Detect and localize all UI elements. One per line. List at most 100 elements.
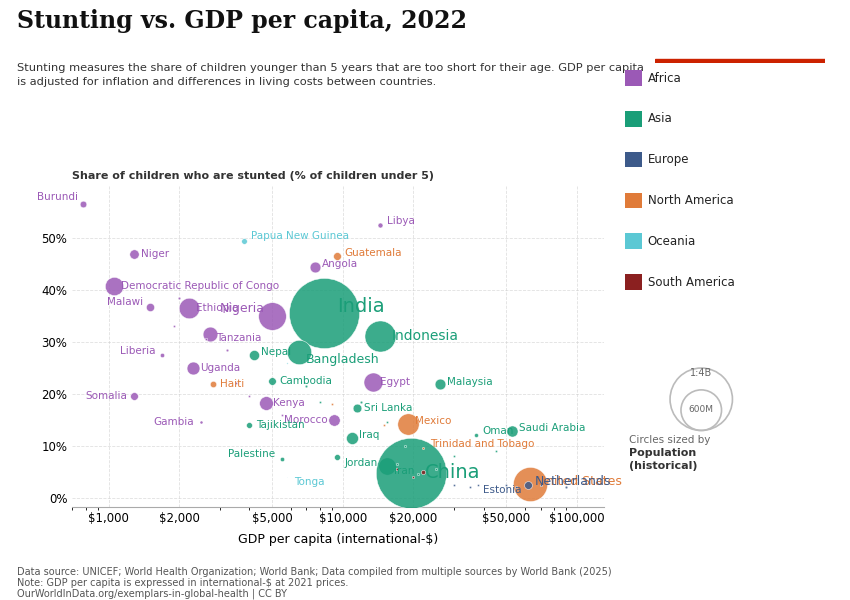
Text: Libya: Libya xyxy=(388,216,416,226)
Point xyxy=(220,345,234,355)
Point xyxy=(280,472,294,482)
Text: South America: South America xyxy=(648,275,734,289)
Point xyxy=(207,379,220,389)
Point xyxy=(313,397,326,406)
Point xyxy=(416,467,429,476)
Text: Malaysia: Malaysia xyxy=(447,377,492,386)
Text: Asia: Asia xyxy=(648,112,672,125)
Text: Share of children who are stunted (% of children under 5): Share of children who are stunted (% of … xyxy=(72,171,434,181)
Point xyxy=(509,482,523,492)
Text: Niger: Niger xyxy=(140,248,168,259)
Text: Jordan: Jordan xyxy=(344,458,377,467)
Text: (historical): (historical) xyxy=(629,461,698,471)
Text: Oman: Oman xyxy=(483,426,514,436)
Point xyxy=(280,358,294,367)
Point xyxy=(448,480,462,490)
Point xyxy=(259,398,273,407)
Point xyxy=(317,308,331,318)
Point xyxy=(186,363,200,373)
Point xyxy=(523,479,536,489)
Text: Morocco: Morocco xyxy=(284,415,327,425)
Point xyxy=(350,403,364,413)
Text: Tonga: Tonga xyxy=(294,478,325,487)
Text: Oceania: Oceania xyxy=(648,235,696,248)
Text: 600M: 600M xyxy=(688,405,714,414)
Point xyxy=(143,302,156,311)
Text: OurWorldInData.org/exemplars-in-global-health | CC BY: OurWorldInData.org/exemplars-in-global-h… xyxy=(17,589,287,599)
Text: Indonesia: Indonesia xyxy=(392,329,458,343)
Point xyxy=(448,451,462,461)
Point xyxy=(167,322,180,331)
Text: 1:4B: 1:4B xyxy=(690,368,712,379)
Point xyxy=(265,376,279,386)
Point xyxy=(173,293,186,302)
Text: Iran: Iran xyxy=(394,466,415,476)
Text: Malawi: Malawi xyxy=(107,298,143,307)
Point xyxy=(390,459,404,469)
Point xyxy=(247,350,261,359)
Point xyxy=(308,262,321,271)
Point xyxy=(374,331,388,340)
Text: Data source: UNICEF; World Health Organization; World Bank; Data compiled from m: Data source: UNICEF; World Health Organi… xyxy=(17,567,612,577)
Point xyxy=(275,410,289,419)
Point xyxy=(472,480,485,490)
Point xyxy=(327,415,341,425)
Text: Sri Lanka: Sri Lanka xyxy=(364,403,412,413)
Point xyxy=(377,420,391,430)
Text: Papua New Guinea: Papua New Guinea xyxy=(252,232,349,241)
Point xyxy=(128,392,141,401)
Text: Egypt: Egypt xyxy=(380,377,411,387)
Point xyxy=(390,464,404,474)
Point xyxy=(346,433,360,443)
Text: India: India xyxy=(337,297,385,316)
Text: Population: Population xyxy=(629,448,696,458)
Text: Uganda: Uganda xyxy=(200,363,241,373)
Point xyxy=(237,236,251,245)
Point xyxy=(265,311,279,320)
Point xyxy=(108,281,122,291)
Point xyxy=(401,419,415,428)
Point xyxy=(469,431,483,440)
Text: North America: North America xyxy=(648,194,734,207)
Point xyxy=(463,482,477,492)
Point xyxy=(559,482,573,492)
Point xyxy=(194,418,207,427)
Point xyxy=(399,441,412,451)
Point xyxy=(182,303,196,313)
Point xyxy=(381,418,394,427)
Point xyxy=(292,347,306,357)
Point xyxy=(433,380,446,389)
X-axis label: GDP per capita (international-$): GDP per capita (international-$) xyxy=(238,533,438,546)
Point xyxy=(429,464,443,474)
Text: Stunting measures the share of children younger than 5 years that are too short : Stunting measures the share of children … xyxy=(17,63,644,88)
Text: Liberia: Liberia xyxy=(120,346,156,356)
Point xyxy=(230,379,243,388)
Point xyxy=(127,249,140,259)
Text: Iraq: Iraq xyxy=(360,430,380,440)
Point xyxy=(489,446,502,456)
Text: Palestine: Palestine xyxy=(228,449,275,458)
Point xyxy=(411,469,425,479)
Text: Bangladesh: Bangladesh xyxy=(306,353,379,365)
Point xyxy=(506,427,519,436)
Point xyxy=(299,381,313,391)
Text: Angola: Angola xyxy=(321,259,358,269)
Point xyxy=(243,392,257,401)
Text: Somalia: Somalia xyxy=(86,391,128,401)
Text: Europe: Europe xyxy=(648,153,689,166)
Bar xyxy=(654,59,824,63)
Text: Stunting vs. GDP per capita, 2022: Stunting vs. GDP per capita, 2022 xyxy=(17,9,467,33)
Text: Nigeria: Nigeria xyxy=(220,302,265,316)
Text: Tajikistan: Tajikistan xyxy=(257,420,305,430)
Point xyxy=(326,400,339,409)
Text: Netherlands: Netherlands xyxy=(536,475,611,488)
Point xyxy=(366,377,380,386)
Point xyxy=(406,472,420,482)
Point xyxy=(202,329,216,339)
Point xyxy=(331,452,344,462)
Point xyxy=(275,454,289,464)
Point xyxy=(534,480,547,490)
Text: Our World: Our World xyxy=(706,22,773,35)
Point xyxy=(381,461,394,471)
Text: Haiti: Haiti xyxy=(220,379,245,389)
